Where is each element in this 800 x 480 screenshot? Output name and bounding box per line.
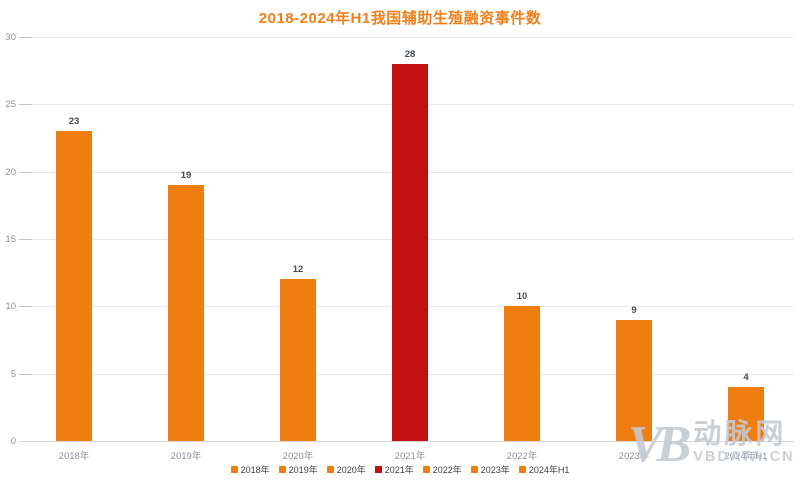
y-axis-label: 20 <box>5 166 16 178</box>
x-axis-label: 2018年 <box>58 451 90 462</box>
ytick-mark-30 <box>19 37 32 38</box>
legend-swatch-icon <box>422 466 430 473</box>
legend-label: 2022年 <box>432 465 462 475</box>
ytick-mark-5 <box>19 373 32 375</box>
legend-swatch-icon <box>230 466 238 473</box>
ytick-mark-25 <box>19 104 32 106</box>
y-axis-label: 15 <box>5 234 16 245</box>
legend: 2018年 2019年 2020年 2021年 2022年 2023年 2024年H1 <box>0 463 800 476</box>
bar-2018年 <box>56 131 92 441</box>
legend-label: 2023年 <box>480 465 510 475</box>
x-axis-label: 2022年 <box>506 451 538 462</box>
legend-label: 2020年 <box>336 465 366 475</box>
bar-2023年 <box>616 319 652 441</box>
bar-value-label: 9 <box>631 304 637 316</box>
x-axis-label: 2023年 <box>618 451 650 462</box>
bar-value-label: 28 <box>404 48 416 60</box>
x-axis-label: 2019年 <box>170 451 202 462</box>
legend-item: 2020年 <box>326 463 366 476</box>
bar-value-label: 12 <box>292 264 304 276</box>
x-axis-label: 2021年 <box>394 451 426 462</box>
legend-item: 2019年 <box>278 463 318 476</box>
legend-swatch-icon <box>326 466 334 473</box>
bar-2024年H1 <box>728 387 764 441</box>
y-axis-label: 5 <box>10 368 16 380</box>
bar-value-label: 4 <box>743 372 749 384</box>
ytick-mark-15 <box>19 239 32 240</box>
legend-label: 2024年H1 <box>528 465 570 475</box>
y-axis-label: 0 <box>10 436 16 447</box>
legend-swatch-icon <box>470 466 478 473</box>
y-axis-label: 10 <box>5 301 16 313</box>
x-axis-label: 2024年H1 <box>724 451 768 462</box>
gridline-y0 <box>19 441 794 442</box>
ytick-mark-10 <box>19 306 32 308</box>
bar-value-label: 23 <box>68 116 80 128</box>
gridline-y30 <box>19 37 794 38</box>
bar-value-label: 10 <box>516 291 528 303</box>
chart-title: 2018-2024年H1我国辅助生殖融资事件数 <box>258 10 542 27</box>
legend-item: 2021年 <box>374 463 414 476</box>
legend-swatch-icon <box>374 466 382 473</box>
legend-label: 2018年 <box>240 465 270 475</box>
ytick-mark-20 <box>19 171 32 173</box>
bar-2021年 <box>392 63 428 441</box>
legend-label: 2021年 <box>384 465 414 475</box>
legend-swatch-icon <box>278 466 286 473</box>
legend-label: 2019年 <box>288 465 318 475</box>
bar-2020年 <box>280 279 316 441</box>
y-axis-label: 30 <box>5 32 16 43</box>
bar-2022年 <box>504 306 540 441</box>
x-axis-label: 2020年 <box>282 451 314 462</box>
legend-item: 2023年 <box>470 463 510 476</box>
y-axis-label: 25 <box>5 99 16 111</box>
legend-swatch-icon <box>518 466 526 473</box>
bar-value-label: 19 <box>180 170 192 182</box>
bar-2019年 <box>168 185 204 441</box>
legend-item: 2022年 <box>422 463 462 476</box>
legend-item: 2024年H1 <box>518 463 570 476</box>
legend-item: 2018年 <box>230 463 270 476</box>
